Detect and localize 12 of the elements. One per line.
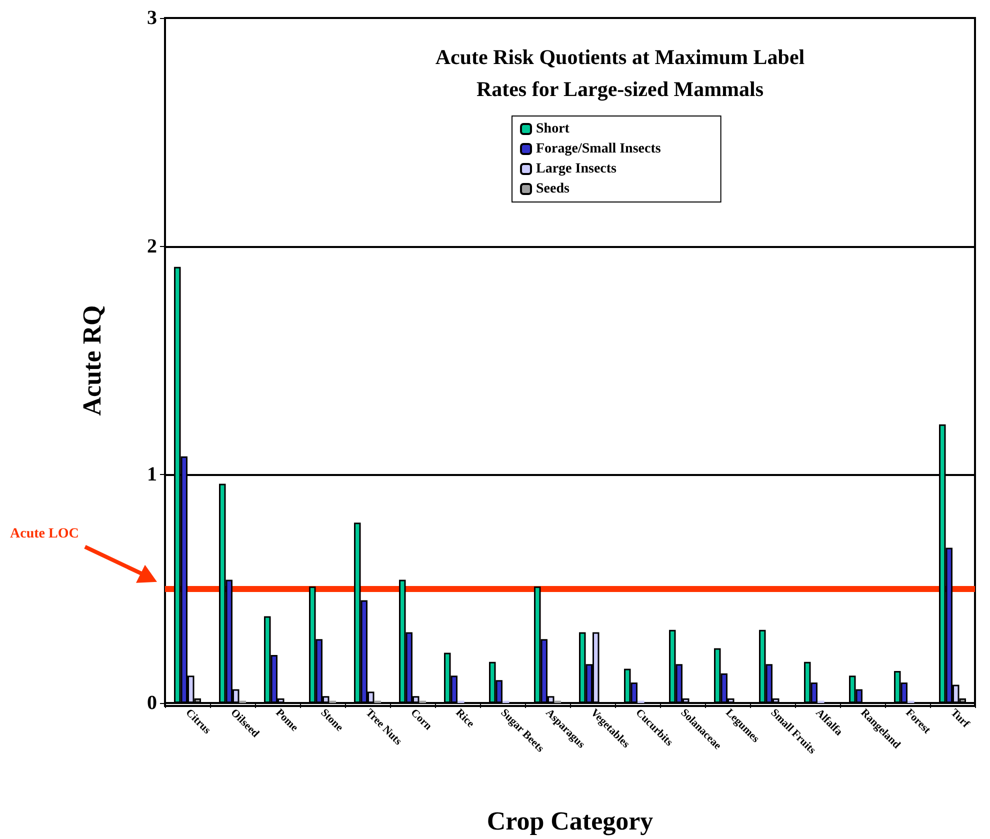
- legend-label: Short: [536, 122, 570, 136]
- y-tick-label: 2: [147, 235, 157, 258]
- text: Acute Risk Quotients at Maximum Label Rates for Large-sized Mammals: [435, 45, 805, 101]
- ref-line-label: Acute LOC: [10, 526, 79, 542]
- legend-label: Forage/Small Insects: [536, 142, 662, 156]
- y-tick-label: 1: [147, 464, 157, 486]
- x-axis-title: Crop Category: [486, 806, 654, 836]
- legend-label: Seeds: [536, 182, 570, 196]
- y-tick-label: 0: [147, 692, 157, 714]
- y-axis-title: Acute RQ: [78, 305, 106, 416]
- y-tick-label: 3: [147, 7, 157, 29]
- legend-label: Large Insects: [536, 162, 618, 176]
